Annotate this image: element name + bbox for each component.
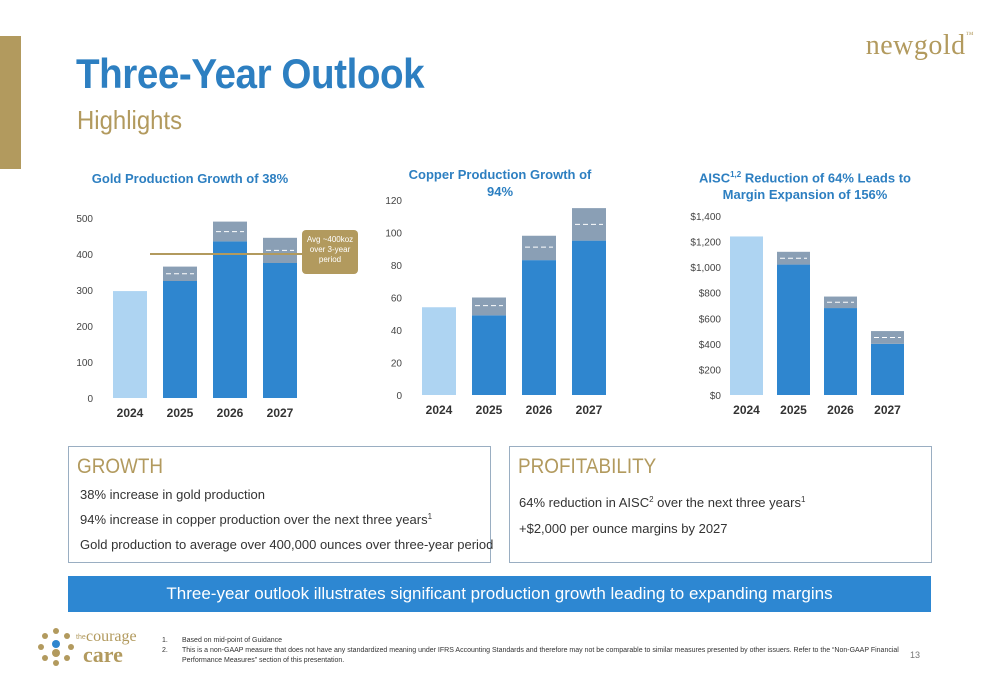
x-tick-label: 2024: [117, 406, 144, 420]
gold-production-chart: Gold Production Growth of 38% 0 100 200 300…: [50, 160, 358, 430]
chart-title: Copper Production Growth of 94%: [408, 167, 592, 199]
bar-range: [522, 235, 556, 261]
y-tick-label: 120: [385, 196, 402, 207]
copper-production-chart: Copper Production Growth of 94% 0 20 40 60 8…: [370, 160, 630, 430]
x-tick-label: 2025: [476, 403, 503, 417]
y-tick-label: 60: [391, 294, 403, 305]
growth-heading: GROWTH: [77, 455, 164, 478]
profitability-heading: PROFITABILITY: [518, 455, 657, 478]
footnote: 1. Based on mid-point of Guidance: [162, 637, 283, 644]
y-tick-label: 500: [76, 214, 93, 225]
chart-title: Gold Production Growth of 38%: [91, 171, 289, 186]
x-tick-label: 2024: [426, 403, 453, 417]
newgold-logo: newgold™: [865, 30, 974, 61]
bar-base: [871, 343, 904, 395]
courage-care-logo: the courage care: [34, 626, 154, 670]
x-tick-label: 2025: [167, 406, 194, 420]
y-tick-label: 0: [396, 391, 402, 402]
x-tick-label: 2024: [733, 403, 760, 417]
bar-range: [213, 221, 247, 242]
x-tick-label: 2026: [526, 403, 553, 417]
people-circle-icon: [38, 628, 74, 666]
copper-chart-svg: 0 20 40 60 80 100 120 2024 2025 2026 2027: [385, 196, 606, 417]
y-tick-label: 0: [87, 394, 93, 405]
y-tick-label: $1,200: [690, 238, 721, 249]
y-tick-label: $1,000: [690, 263, 721, 274]
y-tick-label: 40: [391, 326, 403, 337]
gold-chart-svg: 0 100 200 300 400 500 2024 2025 2026 2027: [76, 214, 302, 420]
x-tick-label: 2025: [780, 403, 807, 417]
y-tick-label: 20: [391, 359, 403, 370]
bar-base: [163, 281, 197, 398]
x-tick-label: 2026: [827, 403, 854, 417]
page-number: 13: [909, 650, 920, 660]
y-tick-label: $1,400: [690, 212, 721, 223]
aisc-chart: AISC1,2 Reduction of 64% Leads to Margin…: [670, 160, 940, 430]
bar-base: [422, 307, 456, 395]
bar-base: [263, 263, 297, 398]
bar-range: [871, 331, 904, 344]
growth-line: 38% increase in gold production: [80, 487, 266, 502]
page-subtitle: Highlights: [77, 105, 183, 135]
bar-base: [730, 236, 763, 395]
y-tick-label: $200: [699, 365, 722, 376]
bar-base: [572, 240, 606, 395]
bar-base: [824, 308, 857, 395]
bar-range: [163, 266, 197, 281]
y-tick-label: $800: [699, 289, 722, 300]
bar-base: [777, 264, 810, 395]
chart-title: AISC1,2 Reduction of 64% Leads to Margin…: [699, 170, 911, 203]
y-tick-label: 100: [76, 358, 93, 369]
profitability-box: PROFITABILITY 64% reduction in AISC2 ove…: [509, 446, 932, 563]
x-tick-label: 2026: [217, 406, 244, 420]
y-tick-label: $0: [710, 391, 722, 402]
bar-range: [824, 296, 857, 309]
y-tick-label: 300: [76, 286, 93, 297]
growth-line: Gold production to average over 400,000 …: [80, 537, 494, 552]
bar-range: [472, 297, 506, 316]
bar-base: [113, 291, 147, 398]
summary-banner: Three-year outlook illustrates significa…: [68, 576, 931, 612]
growth-line: 94% increase in copper production over t…: [80, 512, 433, 527]
average-callout: Avg ~400koz over 3-year period: [302, 230, 358, 274]
profitability-line: +$2,000 per ounce margins by 2027: [519, 521, 728, 536]
footnotes: 1. Based on mid-point of Guidance 2. This …: [162, 636, 902, 666]
growth-box: GROWTH 38% increase in gold production 9…: [68, 446, 494, 563]
x-tick-label: 2027: [576, 403, 603, 417]
y-tick-label: $400: [699, 340, 722, 351]
page-title: Three-Year Outlook: [76, 50, 425, 97]
x-tick-label: 2027: [267, 406, 294, 420]
y-tick-label: 80: [391, 261, 403, 272]
bar-base: [472, 315, 506, 395]
bar-range: [777, 251, 810, 265]
footnote: 2. This is a non-GAAP measure that does n…: [162, 647, 899, 664]
aisc-chart-svg: $0 $200 $400 $600 $800 $1,000 $1,200 $1,400 2024…: [690, 212, 904, 417]
profitability-line: 64% reduction in AISC2 over the next thr…: [519, 495, 806, 510]
bar-base: [522, 260, 556, 395]
y-tick-label: 100: [385, 229, 402, 240]
accent-bar: [0, 36, 21, 169]
y-tick-label: 200: [76, 322, 93, 333]
y-tick-label: $600: [699, 314, 722, 325]
bar-base: [213, 241, 247, 398]
y-tick-label: 400: [76, 250, 93, 261]
x-tick-label: 2027: [874, 403, 901, 417]
